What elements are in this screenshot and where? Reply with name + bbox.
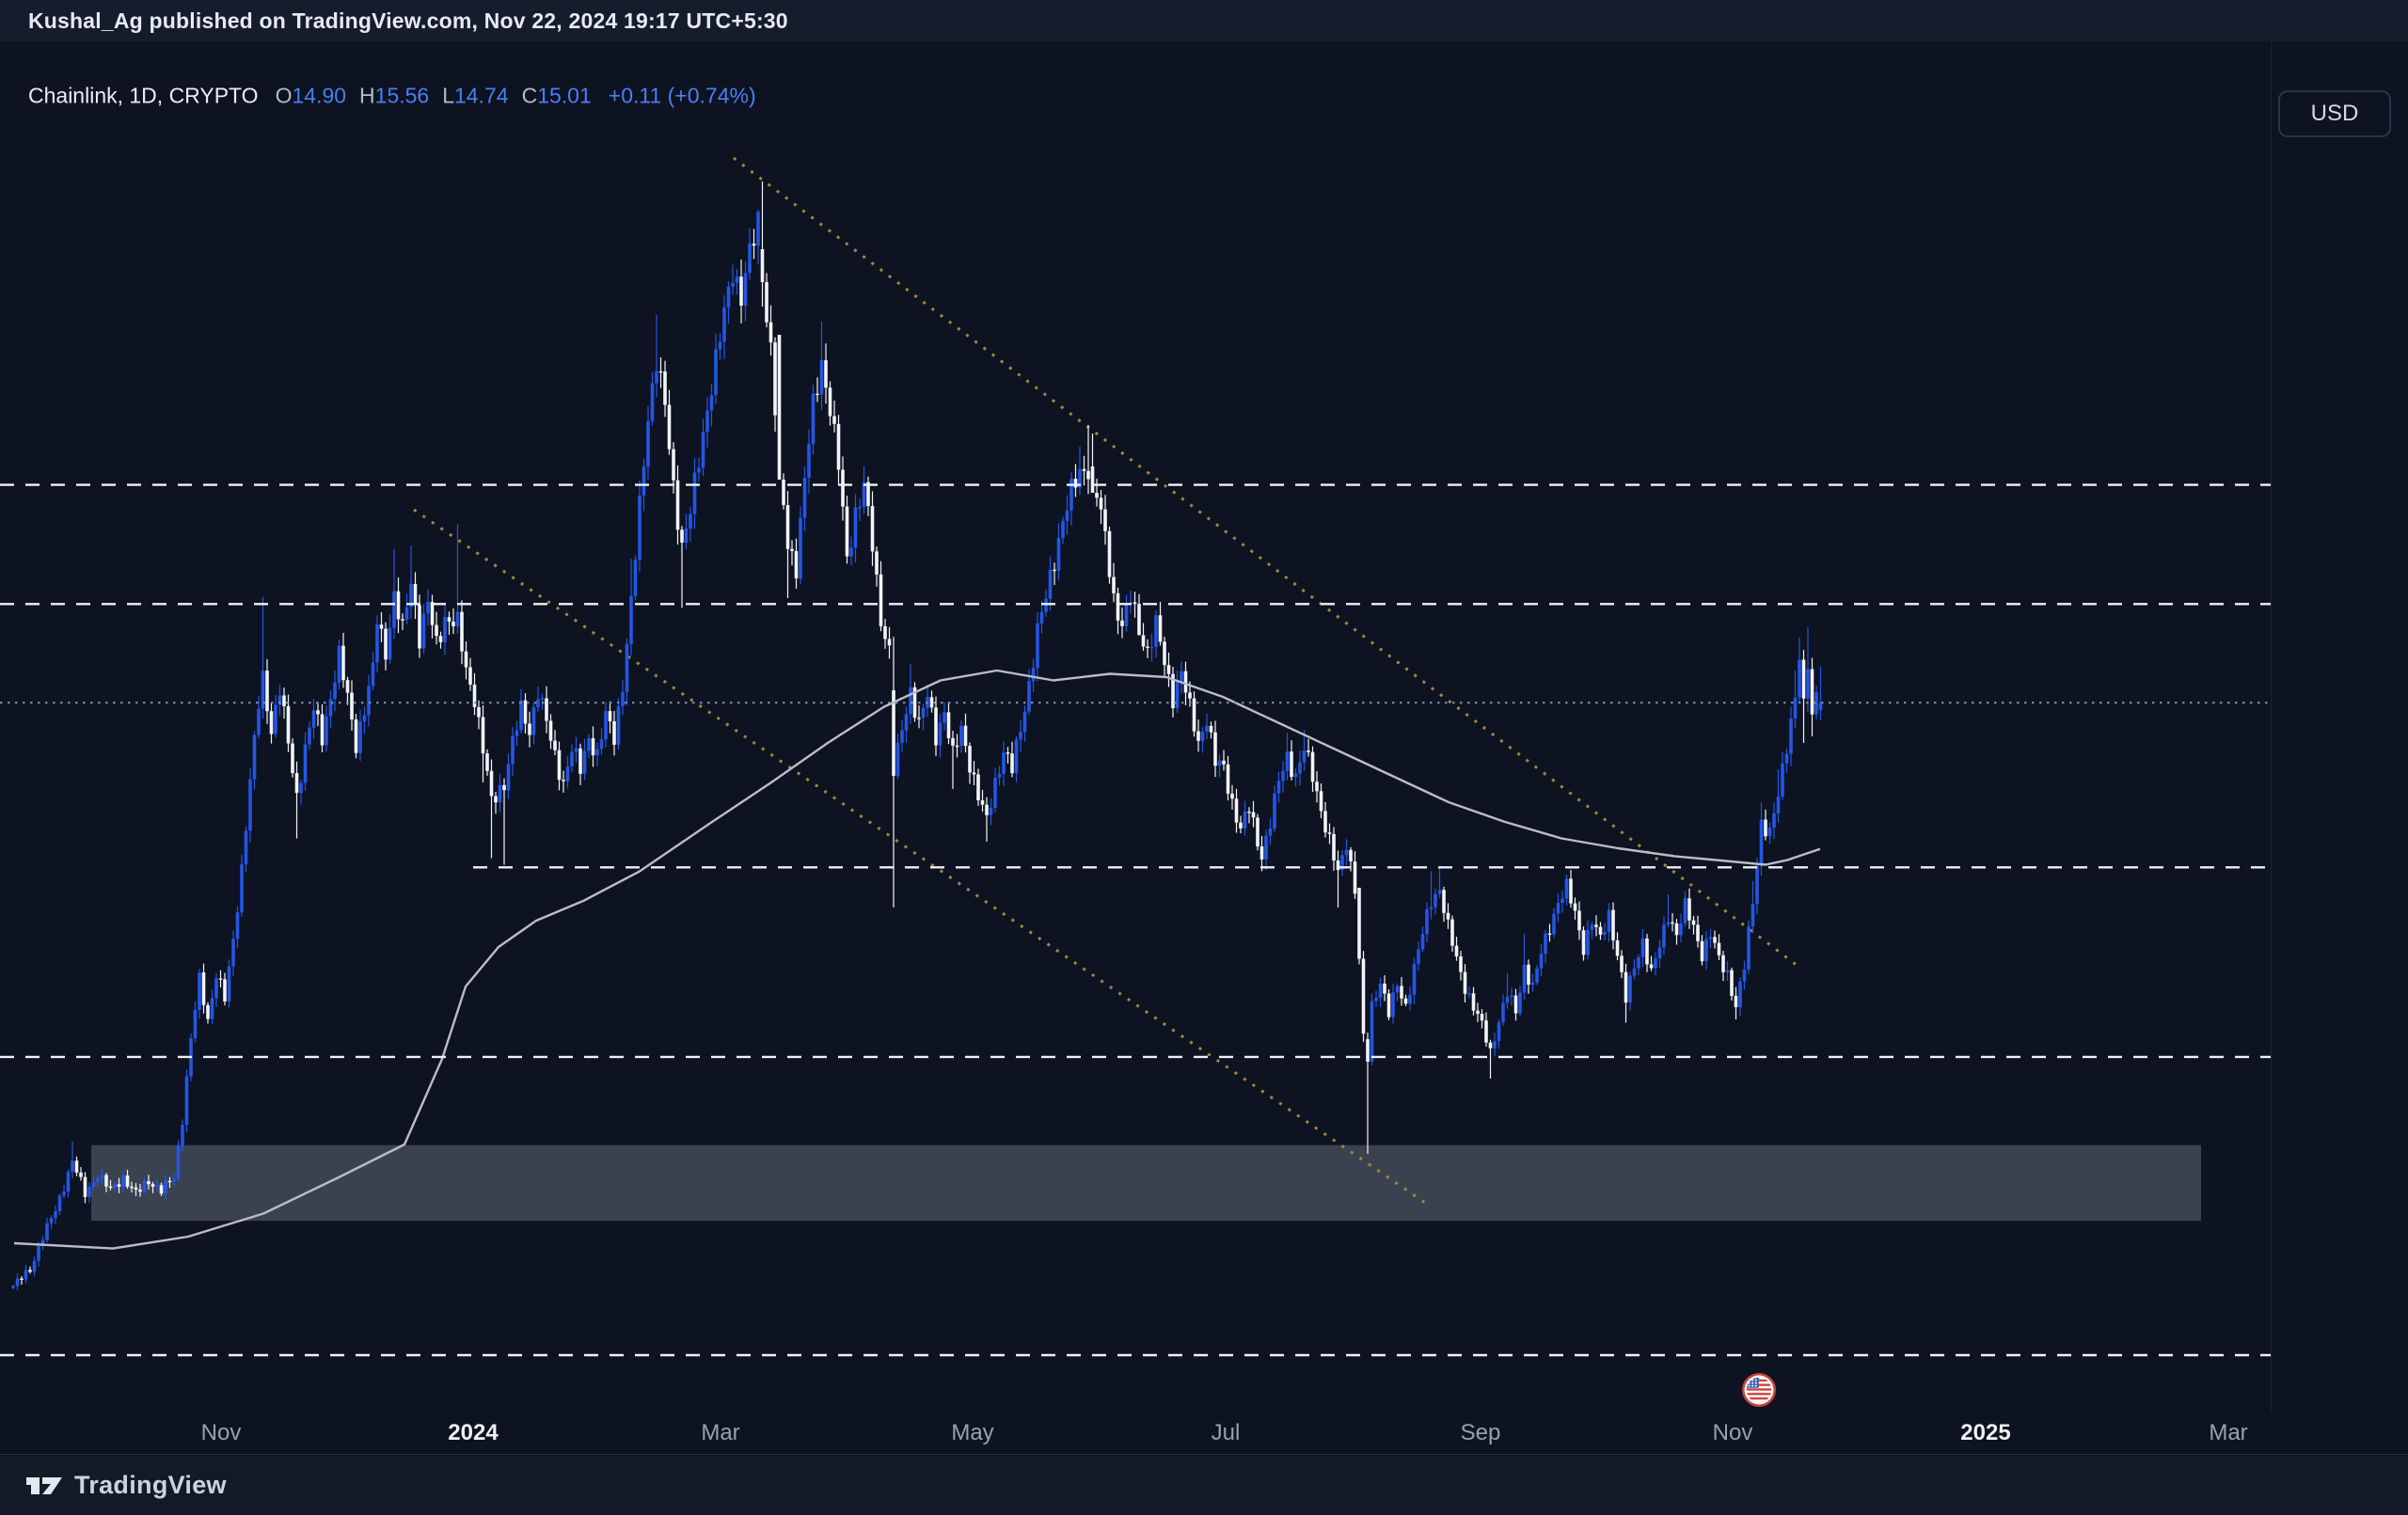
chart-pane[interactable] (0, 41, 2271, 1412)
tradingview-logo-icon[interactable] (25, 1474, 63, 1498)
published-header: Kushal_Ag published on TradingView.com, … (0, 0, 2408, 41)
tradingview-brand-text[interactable]: TradingView (74, 1471, 227, 1499)
time-tick-Nov: Nov (1712, 1420, 1753, 1445)
candle-series[interactable] (11, 181, 1823, 1290)
time-tick-Mar: Mar (701, 1420, 740, 1445)
time-axis[interactable]: Nov 2024 Mar May Jul Sep Nov 2025 Mar (0, 1412, 2408, 1455)
legend-ohlc-h: H15.56 (359, 83, 430, 108)
legend-ohlc-o: O14.90 (275, 83, 347, 108)
currency-toggle-button[interactable]: USD (2278, 90, 2391, 137)
currency-toggle-label: USD (2310, 101, 2359, 126)
time-tick-Mar: Mar (2209, 1420, 2248, 1445)
footer-bar: TradingView (0, 1456, 2408, 1515)
legend-change: +0.11 (+0.74%) (608, 83, 756, 108)
legend-ohlc-c: C15.01 (521, 83, 592, 108)
time-tick-2024: 2024 (448, 1420, 499, 1445)
us-flag-icon[interactable] (1742, 1373, 1776, 1407)
time-tick-Jul: Jul (1211, 1420, 1241, 1445)
time-tick-Sep: Sep (1460, 1420, 1501, 1445)
time-tick-Nov: Nov (200, 1420, 242, 1445)
legend-ohlc: O14.90 H15.56 L14.74 C15.01 (276, 84, 592, 109)
moving-average-line[interactable] (13, 669, 1821, 1250)
time-tick-May: May (951, 1420, 994, 1445)
symbol-title: Chainlink, 1D, CRYPTO (28, 83, 259, 108)
legend-ohlc-l: L14.74 (442, 83, 509, 108)
descending-trendline-2[interactable] (413, 508, 1429, 1207)
accumulation-zone[interactable] (91, 1144, 2201, 1222)
symbol-legend: Chainlink, 1D, CRYPTO O14.90 H15.56 L14.74… (28, 84, 756, 109)
price-axis[interactable]: 24.0023.0022.0021.0020.0019.0018.0017.00… (2271, 41, 2408, 1412)
time-tick-2025: 2025 (1960, 1420, 2011, 1445)
candlestick-plot[interactable] (0, 41, 2271, 1412)
published-info-text: Kushal_Ag published on TradingView.com, … (28, 8, 788, 33)
